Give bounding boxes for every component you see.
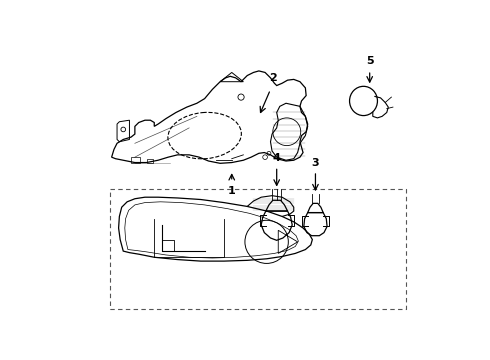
Text: 2: 2: [269, 73, 277, 83]
Text: 4: 4: [273, 153, 281, 163]
Text: 5: 5: [366, 56, 373, 66]
Bar: [147, 159, 153, 163]
Text: 1: 1: [228, 186, 236, 195]
Text: 3: 3: [312, 158, 319, 168]
Bar: [131, 157, 140, 163]
